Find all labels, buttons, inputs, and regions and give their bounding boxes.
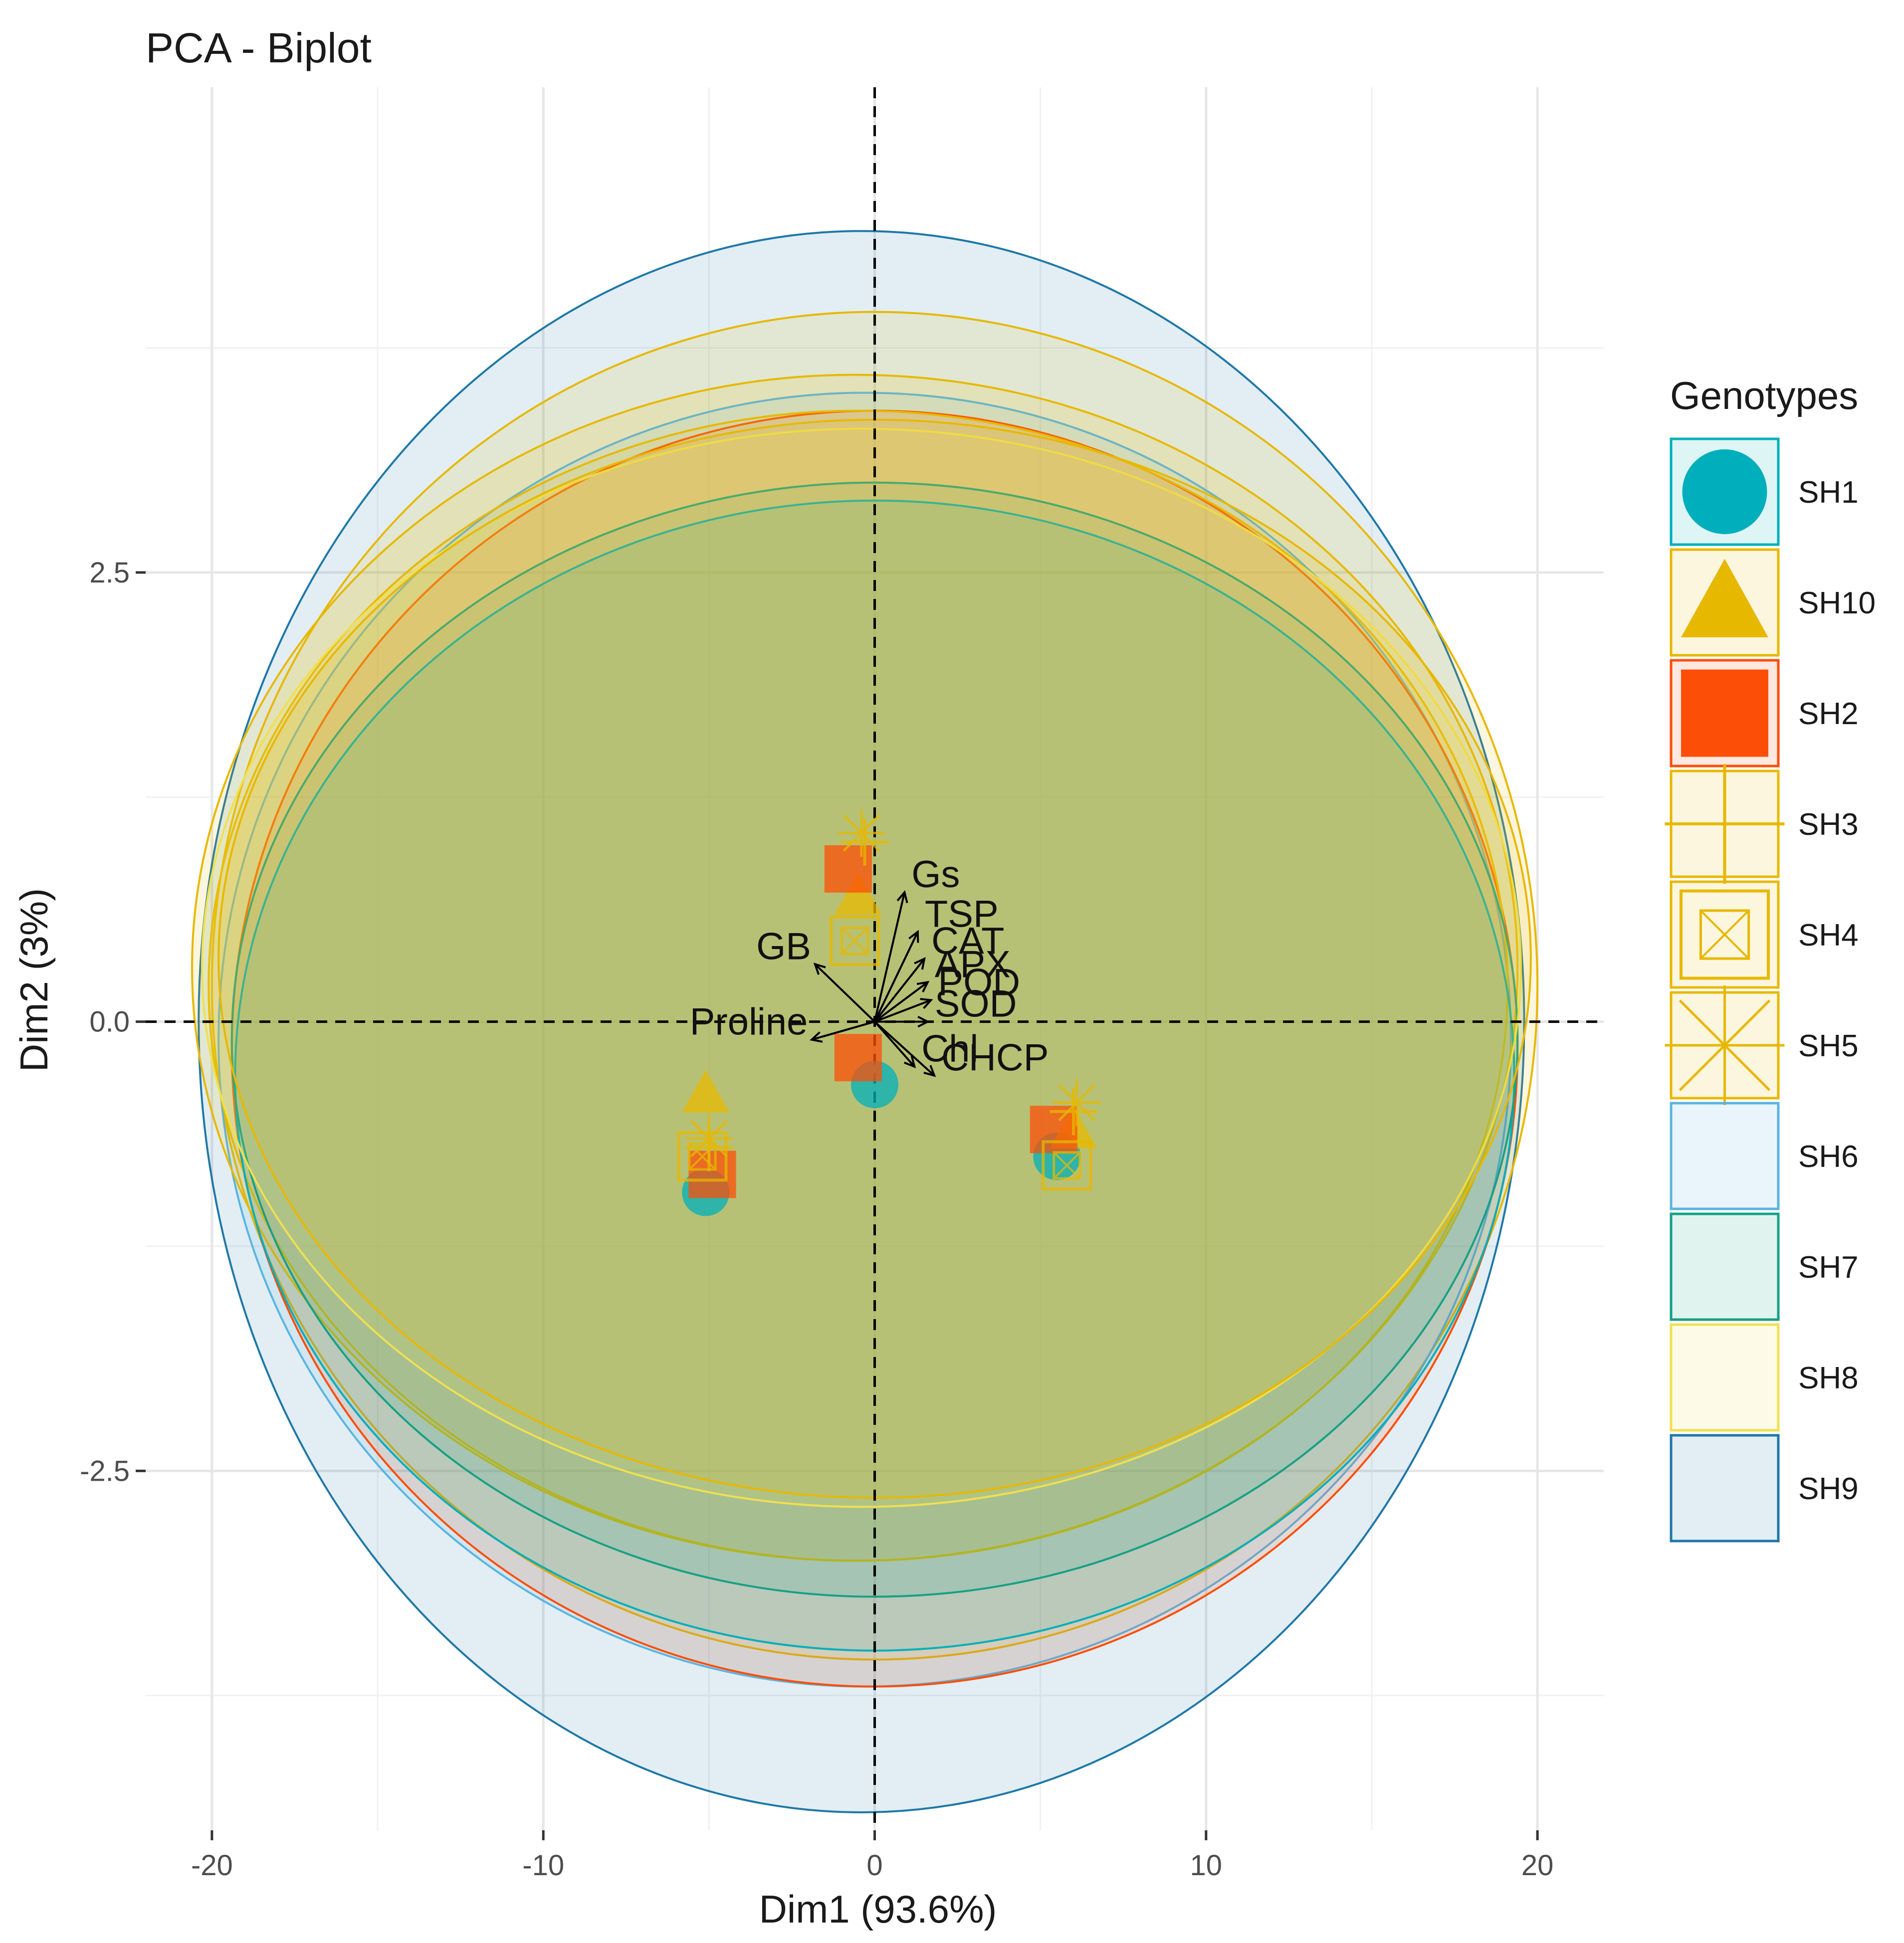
x-tick-label: 0 [866,1849,882,1882]
x-tick-label: -10 [522,1849,564,1882]
legend-key-sh6 [1671,1103,1778,1209]
point-sh2-1-part [688,1151,736,1198]
legend-label-sh1: SH1 [1798,475,1859,510]
legend-label-sh3: SH3 [1798,807,1859,842]
x-tick-label: 10 [1190,1849,1223,1882]
point-sh5-2 [1053,1079,1100,1126]
legend-title: Genotypes [1670,374,1858,417]
legend-key-sh9 [1671,1435,1778,1541]
variable-label-gs: Gs [911,853,960,896]
legend-symbol-sh1 [1683,449,1767,534]
x-axis-title: Dim1 (93.6%) [759,1887,997,1931]
legend-label-sh8: SH8 [1798,1361,1859,1395]
x-tick-label: 20 [1521,1849,1554,1882]
legend-key-sh7 [1671,1214,1778,1320]
legend-label-sh4: SH4 [1798,918,1859,953]
y-tick-label: -2.5 [80,1455,130,1487]
variable-label-gb: GB [756,925,811,968]
legend-symbol-sh5 [1665,985,1785,1105]
y-axis-title: Dim2 (3%) [12,888,56,1072]
point-sh5-1 [685,1115,733,1162]
legend-label-sh7: SH7 [1798,1250,1859,1285]
legend-key-sh8 [1671,1325,1778,1430]
variable-label-chcp: CHCP [941,1037,1049,1079]
legend-label-sh9: SH9 [1798,1472,1859,1506]
legend-label-sh6: SH6 [1798,1140,1859,1174]
variable-label-proline: Proline [690,1001,808,1043]
point-sh2-3-part [835,1034,882,1081]
legend-label-sh10: SH10 [1798,586,1876,620]
y-tick-label: 2.5 [89,557,130,589]
plot-title: PCA - Biplot [146,24,372,71]
legend-symbol-sh2 [1681,670,1768,757]
legend-label-sh2: SH2 [1798,697,1859,731]
y-tick-label: 0.0 [89,1006,130,1038]
point-sh2-3 [835,1034,882,1081]
legend-symbol-sh1-part [1683,449,1767,534]
point-sh2-1 [688,1151,736,1198]
x-tick-label: -20 [191,1849,233,1882]
point-sh5-0 [838,809,885,857]
variable-label-sod: SOD [935,983,1017,1025]
legend-symbol-sh2-part [1681,670,1768,757]
pca-biplot-chart: PCA - Biplot GsTSPGB CATAPXPODSODProlineC… [0,0,1904,1943]
legend-label-sh5: SH5 [1798,1029,1859,1063]
